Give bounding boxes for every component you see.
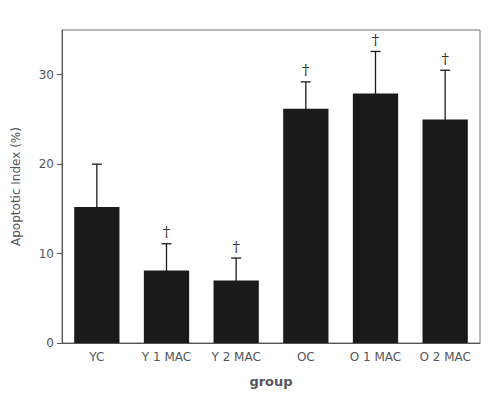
svg-text:0: 0 (46, 336, 54, 350)
svg-text:†: † (232, 238, 240, 256)
svg-text:20: 20 (39, 157, 54, 171)
svg-text:OC: OC (297, 350, 315, 364)
svg-text:30: 30 (39, 68, 54, 82)
svg-text:†: † (163, 223, 171, 241)
svg-text:†: † (441, 50, 449, 68)
svg-text:Y 2 MAC: Y 2 MAC (211, 350, 261, 364)
svg-text:10: 10 (39, 247, 54, 261)
svg-text:†: † (302, 61, 310, 79)
svg-text:group: group (249, 374, 292, 389)
svg-text:O 2 MAC: O 2 MAC (419, 350, 470, 364)
svg-text:O 1 MAC: O 1 MAC (350, 350, 401, 364)
svg-text:YC: YC (88, 350, 104, 364)
svg-text:Apoptotic Index (%): Apoptotic Index (%) (9, 127, 23, 246)
svg-text:Y 1 MAC: Y 1 MAC (141, 350, 191, 364)
svg-text:†: † (372, 31, 380, 49)
